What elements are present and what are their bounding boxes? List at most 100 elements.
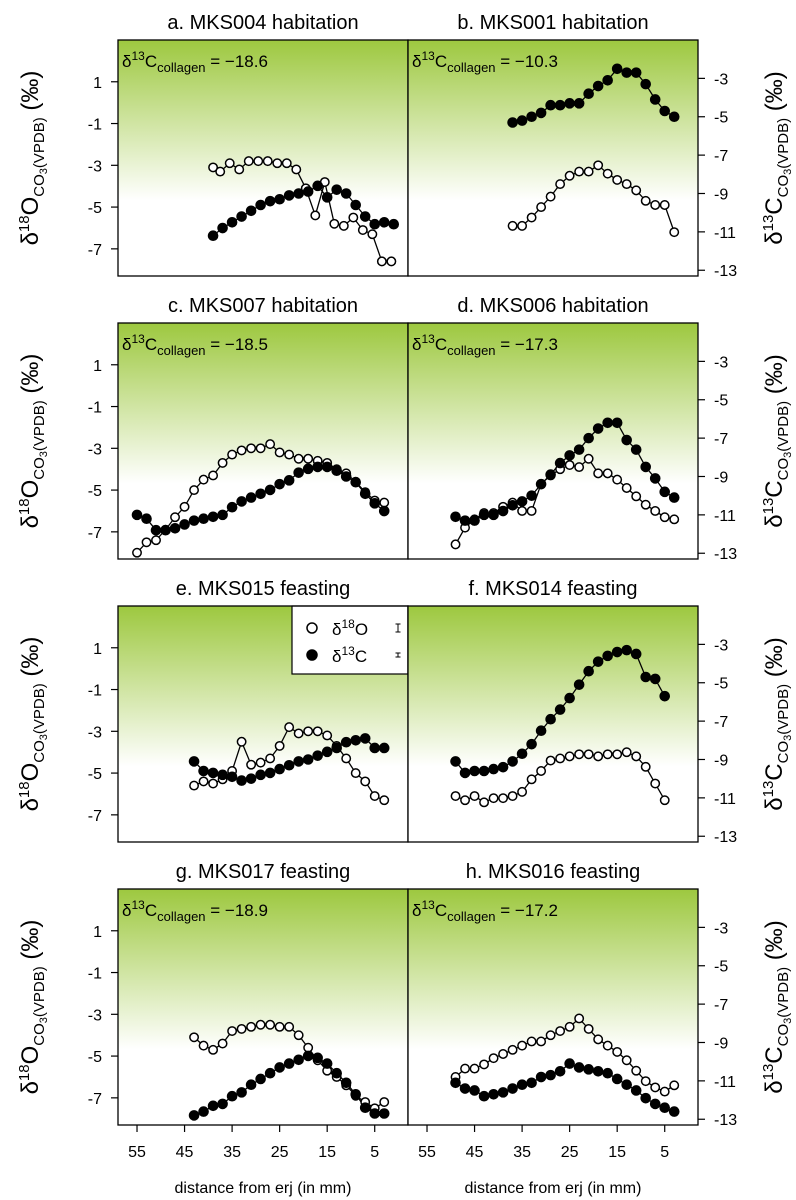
o18-point [367,229,378,240]
c13-point [573,679,585,690]
c13-point [516,748,528,760]
o18-point [460,795,470,806]
x-tick-label: 45 [466,1144,484,1161]
y-right-tick-label: -3 [714,920,728,937]
c13-point [388,218,400,230]
o18-point [593,1034,604,1045]
o18-point [650,200,661,210]
o18-point [265,1019,276,1030]
c13-point [236,1087,247,1098]
c13-point [516,496,528,507]
collagen-annotation: δ13Ccollagen = −17.2 [412,898,558,924]
c13-point [340,736,352,748]
c13-point [450,1077,461,1089]
o18-point [574,166,585,177]
c13-point [535,1071,547,1083]
o18-point [555,1026,566,1036]
c13-point [507,756,518,767]
c13-point [321,746,333,758]
o18-point [669,227,680,238]
o18-point [255,443,266,454]
o18-point [450,791,461,802]
c13-point [264,484,276,496]
o18-point [469,791,480,802]
c13-point [611,417,623,429]
y-left-tick-label: -1 [88,117,102,134]
o18-point [234,164,245,175]
o18-point [293,728,304,739]
y-left-tick-label: -3 [88,724,102,741]
o18-point [517,220,528,231]
c13-point [602,417,613,429]
c13-point [640,78,652,90]
c13-point [198,1106,209,1117]
c13-point [198,765,209,777]
x-tick-label: 5 [370,1144,379,1161]
panel-title: f. MKS014 feasting [469,578,638,600]
o18-point [583,453,594,464]
o18-point [253,156,264,167]
c13-point [245,1079,257,1091]
c13-point [611,646,623,658]
o18-point [498,1049,509,1059]
collagen-annotation: δ13Ccollagen = −17.3 [412,332,558,358]
c13-point [488,763,499,775]
c13-point [378,1108,390,1119]
o18-point [265,439,276,450]
o18-point [284,1021,295,1032]
o18-point [217,1038,228,1049]
y-right-tick-label: -9 [714,1035,728,1052]
o18-point [479,1059,490,1070]
panel-background [408,323,698,559]
c13-point [293,467,304,478]
o18-point [350,768,361,779]
o18-point [170,512,180,523]
c13-point [621,1079,632,1091]
y-right-tick-label: -9 [714,469,728,486]
o18-point [650,1082,661,1093]
y-left-axis-label: δ18OCO3(VPDB) (‰) [16,354,50,529]
c13-point [359,1102,371,1114]
o18-point [659,512,670,523]
y-left-tick-label: -1 [88,966,102,983]
o18-point [151,535,161,546]
o18-point [284,722,295,733]
panel-frame [407,888,699,1126]
c13-point [207,767,219,779]
c13-point [545,713,556,725]
o18-point [507,1044,518,1055]
o18-point [243,156,254,167]
o18-point [303,726,314,737]
y-left-tick-label: -3 [88,158,102,175]
o18-point [262,156,273,167]
o18-point [659,200,670,210]
o18-point [621,1055,632,1066]
c13-point [630,444,642,455]
c13-point [450,511,461,523]
o18-point [602,749,613,760]
y-left-tick-label: -5 [88,1049,102,1066]
o18-point [469,1063,480,1074]
o18-point [198,474,209,485]
c13-point [526,111,537,123]
o18-point [650,778,661,789]
c13-point [245,773,257,784]
o18-point [488,793,499,804]
o18-point [348,212,359,223]
panel-d: d. MKS006 habitation δ13Ccollagen = −17.3… [407,295,794,563]
x-tick-label: 35 [223,1144,241,1161]
c13-point [535,478,547,490]
y-right-tick-label: -5 [714,676,728,693]
panel-title: b. MKS001 habitation [457,12,648,34]
c13-point [630,648,642,660]
c13-point [583,432,594,444]
o18-point [564,170,575,181]
c13-point [649,94,661,105]
o18-point [208,1044,219,1055]
x-tick-label: 15 [608,1144,626,1161]
y-left-tick-label: -7 [88,525,102,542]
c13-point [274,763,285,775]
y-left-tick-label: -3 [88,441,102,458]
c13-point [359,733,371,744]
y-right-tick-label: -3 [714,637,728,654]
